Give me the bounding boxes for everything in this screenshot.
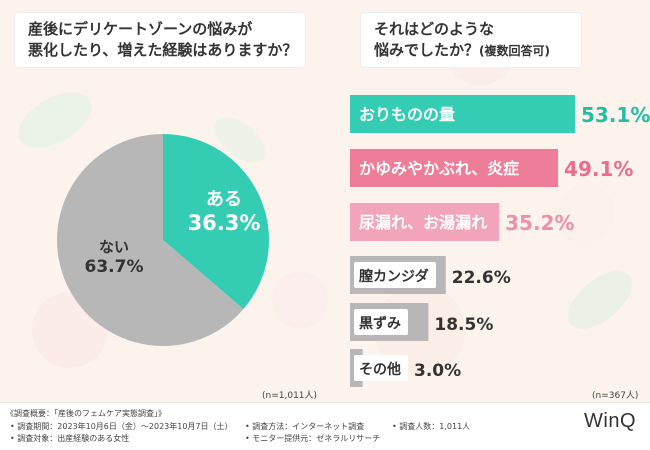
footer-method: • 調査方法：インターネット調査 (245, 422, 365, 431)
bar-value-1: 49.1% (564, 157, 633, 181)
footer-provider: • モニター提供元：ゼネラルリサーチ (245, 434, 381, 443)
bar-label-1: かゆみやかぶれ、炎症 (359, 159, 519, 178)
bar-value-5: 3.0% (414, 361, 461, 381)
bar-value-0: 53.1% (581, 103, 650, 127)
pie-label-no-value: 63.7% (84, 257, 144, 277)
winq-logo: WinQ (584, 410, 636, 432)
leaf-icon (214, 117, 266, 163)
bar-label-2: 尿漏れ、お湯漏れ (359, 213, 487, 232)
pie-label-yes-value: 36.3% (187, 211, 261, 235)
left-question-line1: 産後にデリケートゾーンの悩みが (28, 20, 253, 38)
footer-summary-title: 《調査概要：「産後のフェムケア実態調査」》 (6, 409, 166, 418)
footer-count: • 調査人数：1,011人 (392, 422, 471, 431)
right-question-box: それはどのような 悩みでしたか？(複数回答可) (360, 12, 582, 68)
flower-icon (272, 272, 328, 328)
bar-chart: おりものの量 53.1% かゆみやかぶれ、炎症 49.1% 尿漏れ、お湯漏れ 35.2% 膣… (350, 95, 650, 387)
bar-value-3: 22.6% (452, 268, 511, 288)
pie-label-yes: ある 36.3% (184, 185, 264, 235)
footer (0, 402, 650, 450)
leaf-icon (568, 271, 632, 329)
bar-value-4: 18.5% (434, 315, 493, 335)
pie-slice-0 (163, 134, 269, 310)
bar-2 (350, 203, 500, 241)
left-sample-size: (n=1,011人) (262, 391, 318, 401)
footer-period: • 調査期間：2023年10月6日（金）〜2023年10月7日（土） (10, 422, 233, 431)
right-question-note: (複数回答可) (479, 44, 550, 58)
bar-label-bg-4 (354, 309, 408, 335)
bar-label-5: その他 (359, 361, 401, 378)
right-question-line2-text: 悩みでしたか？ (374, 41, 480, 59)
pie-chart (57, 134, 269, 347)
leaf-icon (18, 92, 92, 148)
pie-label-no: ない 63.7% (74, 236, 154, 277)
left-question-line2: 悪化したり、増えた経験はありますか？ (28, 41, 298, 59)
right-question-line1: それはどのような (374, 20, 495, 38)
bar-label-3: 膣カンジダ (359, 268, 429, 285)
bar-value-2: 35.2% (505, 211, 574, 235)
pie-label-no-text: ない (98, 238, 129, 256)
bar-label-4: 黒ずみ (359, 315, 401, 332)
left-question-box: 産後にデリケートゾーンの悩みが 悪化したり、増えた経験はありますか？ (14, 12, 306, 68)
flower-icon (555, 185, 615, 245)
right-question-line2: 悩みでしたか？(複数回答可) (374, 40, 550, 62)
pie-label-yes-text: ある (206, 189, 242, 210)
bar-0 (350, 95, 575, 133)
bar-label-0: おりものの量 (359, 105, 455, 124)
bar-1 (350, 149, 559, 187)
pie-slice-1 (57, 134, 244, 347)
right-sample-size: (n=367人) (592, 391, 639, 401)
footer-target: • 調査対象：出産経験のある女性 (10, 434, 130, 443)
bar-label-bg-5 (354, 355, 408, 381)
bar-label-bg-3 (354, 262, 436, 288)
